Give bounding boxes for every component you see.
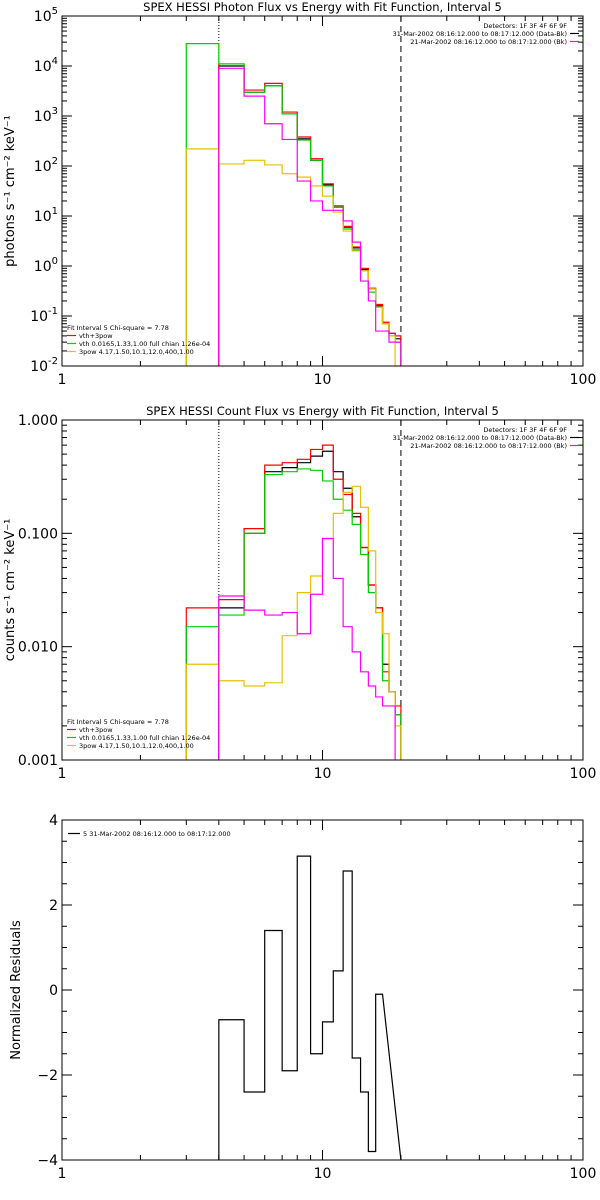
y-tick-label: −2 bbox=[37, 1068, 58, 1084]
y-tick-label: 101 bbox=[34, 206, 58, 225]
y-tick-label: 1.000 bbox=[18, 413, 58, 429]
plot-frame bbox=[61, 419, 584, 761]
y-axis-label: Normalized Residuals bbox=[9, 920, 24, 1060]
header-line: 21-Mar-2002 08:16:12.000 to 08:17:12.000… bbox=[410, 442, 567, 450]
legend-text: 5 31-Mar-2002 08:16:12.000 to 08:17:12.0… bbox=[83, 830, 231, 838]
x-tick-label: 1 bbox=[58, 1166, 67, 1182]
header-line: Detectors: 1F 3F 4F 6F 9F bbox=[483, 22, 567, 30]
x-tick-label: 10 bbox=[314, 1166, 332, 1182]
y-tick-label: 104 bbox=[34, 56, 58, 75]
y-tick-label: 2 bbox=[49, 898, 58, 914]
series-3-line bbox=[185, 468, 402, 760]
x-tick-label: 1 bbox=[58, 766, 67, 782]
chart-2: SPEX HESSI Count Flux vs Energy with Fit… bbox=[3, 404, 596, 782]
chart-3: 1 10 100 −4 −2 0 2 4 Normalized Residuals 5 31-Ma… bbox=[9, 813, 596, 1182]
fit-legend-line: 3pow 4.17,1.50,10.1,12.0,400,1.00 bbox=[79, 742, 194, 750]
y-tick-label: −4 bbox=[37, 1153, 58, 1169]
y-tick-label: 103 bbox=[34, 106, 58, 125]
header-line: 21-Mar-2002 08:16:12.000 to 08:17:12.000… bbox=[410, 38, 567, 46]
y-axis-label: photons s⁻¹ cm⁻² keV⁻¹ bbox=[3, 115, 18, 267]
chart-1: SPEX HESSI Photon Flux vs Energy with Fi… bbox=[3, 0, 596, 388]
y-tick-label: 100 bbox=[34, 256, 58, 275]
header-line: 31-Mar-2002 08:16:12.000 to 08:17:12.000… bbox=[393, 434, 567, 442]
y-tick-label: 105 bbox=[34, 6, 58, 25]
fit-legend-line: Fit Interval 5 Chi-square = 7.78 bbox=[67, 718, 169, 726]
x-tick-label: 100 bbox=[570, 1166, 597, 1182]
y-axis-label: counts s⁻¹ cm⁻² keV⁻¹ bbox=[3, 519, 18, 662]
header-line: Detectors: 1F 3F 4F 6F 9F bbox=[483, 426, 567, 434]
series-4-line bbox=[185, 485, 402, 760]
series-5-line bbox=[218, 537, 396, 760]
plot-frame bbox=[61, 15, 584, 367]
fit-legend-line: vth+3pow bbox=[79, 726, 113, 734]
series-4-line bbox=[185, 148, 401, 366]
x-tick-label: 10 bbox=[314, 372, 332, 388]
x-tick-label: 10 bbox=[314, 766, 332, 782]
series-2-line bbox=[218, 63, 402, 366]
fit-legend-line: Fit Interval 5 Chi-square = 7.78 bbox=[67, 324, 169, 332]
fit-legend-line: 3pow 4.17,1.50,10.1,12.0,400,1.00 bbox=[79, 348, 194, 356]
series-group bbox=[218, 855, 402, 1160]
series-1-line bbox=[218, 65, 402, 366]
fit-legend-line: vth 0.0165,1.33,1.00 full chian 1.26e-04 bbox=[79, 734, 210, 742]
series-1-line bbox=[218, 450, 402, 760]
series-1-line bbox=[218, 855, 402, 1160]
chart-title: SPEX HESSI Count Flux vs Energy with Fit… bbox=[146, 404, 499, 418]
series-group bbox=[185, 43, 402, 366]
y-tick-label: 0.100 bbox=[18, 526, 58, 542]
series-2-line bbox=[185, 444, 402, 760]
x-tick-label: 100 bbox=[570, 372, 597, 388]
fit-legend-line: vth 0.0165,1.33,1.00 full chian 1.26e-04 bbox=[79, 340, 210, 348]
x-tick-label: 100 bbox=[570, 766, 597, 782]
plot-frame bbox=[61, 819, 584, 1161]
fit-legend-line: vth+3pow bbox=[79, 332, 113, 340]
series-5-line bbox=[218, 67, 402, 366]
y-tick-label: 102 bbox=[34, 156, 58, 175]
y-tick-label: 0 bbox=[49, 983, 58, 999]
x-tick-label: 1 bbox=[58, 372, 67, 388]
y-tick-label: 10-2 bbox=[30, 356, 58, 375]
header-line: 31-Mar-2002 08:16:12.000 to 08:17:12.000… bbox=[393, 30, 567, 38]
y-tick-label: 4 bbox=[49, 813, 58, 829]
series-group bbox=[185, 444, 402, 760]
chart-title: SPEX HESSI Photon Flux vs Energy with Fi… bbox=[143, 0, 502, 14]
y-tick-label: 0.001 bbox=[18, 753, 58, 769]
y-tick-label: 10-1 bbox=[30, 306, 58, 325]
y-tick-label: 0.010 bbox=[18, 640, 58, 656]
